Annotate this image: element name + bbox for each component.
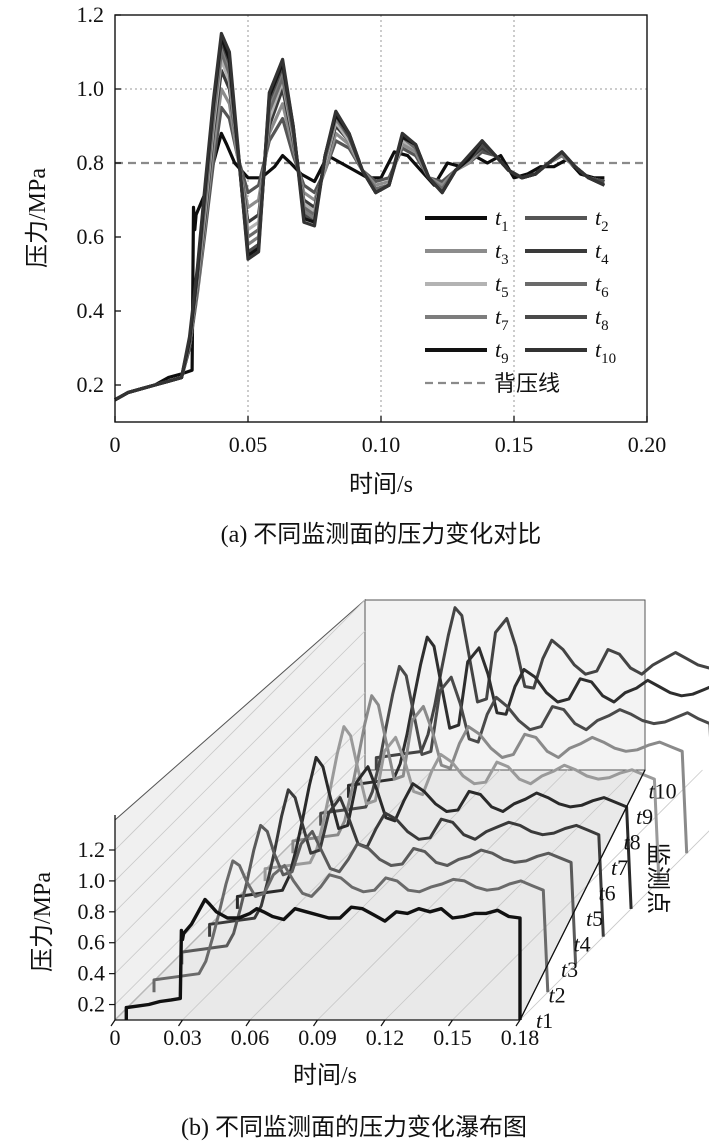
panel-b-x-tick-mark xyxy=(178,1019,183,1027)
panel-b-x-tick-label: 0.06 xyxy=(231,1025,270,1050)
panel-b-x-tick-mark xyxy=(313,1019,318,1027)
panel-a-caption: (a) 不同监测面的压力变化对比 xyxy=(221,521,542,548)
panel-b-wall-gridline xyxy=(114,692,366,944)
panel-b-wall-gridline xyxy=(114,754,366,1005)
panel-b-series-line-t2 xyxy=(152,859,550,993)
panel-b-series-label-t5: t5 xyxy=(586,906,603,931)
legend-label-t2: t2 xyxy=(595,205,609,235)
panel-a-line-chart: 0 0.05 0.10 0.15 0.20 0.20.40.60.81.01.2 t1 t… xyxy=(24,2,666,548)
panel-b-y-axis-label: 压力/MPa xyxy=(29,872,56,972)
panel-a-y-ticks: 0.2 0.4 0.6 0.8 1.0 1.2 xyxy=(77,2,121,397)
legend-label-t9: t9 xyxy=(495,337,509,367)
panel-b-x-tick-mark xyxy=(245,1019,251,1027)
panel-b-caption: (b) 不同监测面的压力变化瀑布图 xyxy=(181,1114,527,1141)
panel-b-series-line-t6 xyxy=(263,725,661,882)
panel-b-series-line-t10 xyxy=(374,606,709,770)
panel-b-depth-axis-line xyxy=(519,769,646,1021)
legend-label-t3: t3 xyxy=(495,238,509,268)
panel-a-y-tick-label: 0.8 xyxy=(77,150,105,175)
panel-b-y-tick-label: 0.2 xyxy=(78,992,106,1017)
panel-a-x-tick-label: 0.05 xyxy=(229,432,268,457)
legend-label-t6: t6 xyxy=(595,271,609,301)
panel-b-floor-gridline xyxy=(317,769,568,1021)
panel-b-series-line-t4 xyxy=(208,788,605,937)
panel-a-x-tick-label: 0.10 xyxy=(362,432,401,457)
panel-a-x-ticks: 0 0.05 0.10 0.15 0.20 xyxy=(110,416,667,457)
panel-b-series-label-t7: t7 xyxy=(611,855,628,880)
legend-label-back-pressure: 背压线 xyxy=(494,371,560,396)
panel-b-series-label-t8: t8 xyxy=(624,830,641,855)
panel-b-series-label-t1: t1 xyxy=(536,1008,553,1033)
legend-label-t1: t1 xyxy=(495,205,509,235)
panel-b-series-line-t1 xyxy=(124,897,522,1020)
panel-a-series-line-t10 xyxy=(114,31,606,402)
panel-b-series-line-t3 xyxy=(180,823,578,965)
panel-b-x-tick-mark xyxy=(110,1019,116,1027)
panel-a-series-line-t1 xyxy=(114,131,605,402)
panel-b-floor-gridline xyxy=(384,769,636,1021)
panel-b-floor-gridline xyxy=(519,830,709,1021)
panel-b-y-tick-label: 0.8 xyxy=(78,899,106,924)
panel-b-x-tick-label: 0 xyxy=(110,1025,121,1050)
panel-b-x-tick-label: 0.18 xyxy=(501,1025,540,1050)
panel-b-series-label-t2: t2 xyxy=(549,983,566,1008)
panel-a-legend: t1 t2 t3 t4 t5 t6 t7 t8 t9 t10 背压线 xyxy=(425,205,616,396)
panel-b-y-tick-label: 0.6 xyxy=(78,930,106,955)
panel-a-y-axis-label: 压力/MPa xyxy=(24,168,51,268)
panel-b-x-axis-label: 时间/s xyxy=(293,1062,357,1089)
panel-b-floor-gridline xyxy=(249,769,501,1021)
panel-a-x-tick-label: 0.15 xyxy=(495,432,534,457)
panel-b-x-tick-mark xyxy=(515,1019,521,1027)
panel-b-y-tick-label: 0.4 xyxy=(78,961,106,986)
panel-b-series-line-t7 xyxy=(291,694,689,854)
panel-b-series-line-t8 xyxy=(319,664,709,826)
panel-b-series-label-t6: t6 xyxy=(599,881,616,906)
legend-label-t7: t7 xyxy=(495,304,509,334)
panel-b-x-tick-label: 0.15 xyxy=(433,1025,472,1050)
panel-b-series-label-t9: t9 xyxy=(636,804,653,829)
panel-a-x-tick-label: 0 xyxy=(110,432,121,457)
panel-b-wall-gridline xyxy=(114,661,366,913)
panel-a-y-tick-label: 0.6 xyxy=(77,224,105,249)
panel-b-y-tick-label: 1.2 xyxy=(78,837,106,862)
panel-b-x-tick-label: 0.03 xyxy=(163,1025,202,1050)
panel-b-depth-axis-label: 监测点 xyxy=(644,842,671,914)
panel-b-x-tick-label: 0.09 xyxy=(298,1025,337,1050)
panel-b-series-label-t10: t10 xyxy=(649,779,677,804)
panel-b-series-line-t5 xyxy=(235,755,633,909)
legend-label-t4: t4 xyxy=(595,238,609,268)
panel-a-series-lines xyxy=(114,31,606,402)
panel-b-x-tick-mark xyxy=(448,1019,453,1027)
panel-b-x-tick-mark xyxy=(380,1019,386,1027)
panel-b-series-label-t3: t3 xyxy=(561,957,578,982)
panel-b-series-lines xyxy=(124,606,709,1020)
panel-a-x-tick-label: 0.20 xyxy=(628,432,667,457)
panel-b-waterfall-chart: 0 0.03 0.06 0.09 0.12 0.15 0.18 0.2 0.4 0.6 0.8 1.… xyxy=(29,598,709,1141)
panel-a-y-tick-label: 0.2 xyxy=(77,372,105,397)
legend-label-t5: t5 xyxy=(495,271,509,301)
legend-label-t8: t8 xyxy=(595,304,609,334)
panel-b-x-tick-label: 0.12 xyxy=(366,1025,405,1050)
panel-a-x-axis-label: 时间/s xyxy=(349,471,413,498)
panel-b-y-ticks: 0.2 0.4 0.6 0.8 1.0 1.2 xyxy=(78,815,116,1020)
panel-a-grid xyxy=(115,15,648,422)
panel-b-wall-gridline xyxy=(114,599,366,851)
panel-b-wall-gridline xyxy=(114,630,366,882)
panel-b-y-tick-label: 1.0 xyxy=(78,868,106,893)
panel-a-y-tick-label: 1.2 xyxy=(77,2,105,27)
panel-b-series-label-t4: t4 xyxy=(574,932,591,957)
panel-a-y-tick-label: 0.4 xyxy=(77,298,105,323)
panel-b-series-line-t9 xyxy=(347,635,709,798)
panel-b-x-ticks: 0 0.03 0.06 0.09 0.12 0.15 0.18 xyxy=(110,1019,540,1050)
legend-label-t10: t10 xyxy=(595,337,616,367)
panel-a-y-tick-label: 1.0 xyxy=(77,76,105,101)
panel-b-floor-gridline xyxy=(452,769,703,1021)
